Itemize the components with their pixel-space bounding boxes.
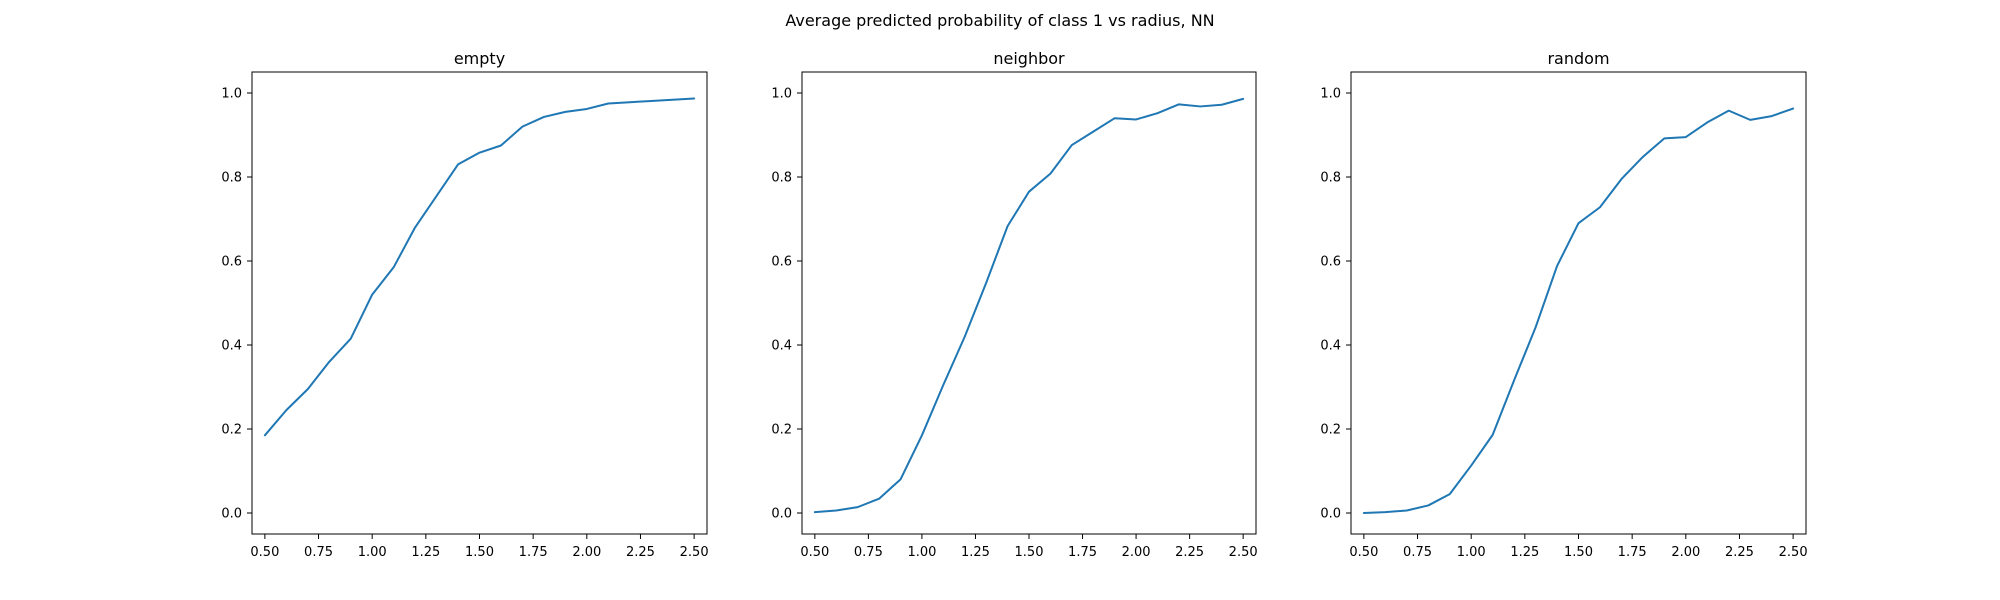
subplot-title: neighbor <box>993 49 1065 68</box>
x-tick-label: 1.25 <box>1510 545 1539 560</box>
y-tick-label: 0.4 <box>221 339 242 354</box>
x-tick-label: 0.75 <box>304 545 333 560</box>
x-tick-label: 0.50 <box>1349 545 1378 560</box>
y-tick-label: 0.2 <box>221 423 242 438</box>
y-tick-label: 0.6 <box>221 255 242 270</box>
x-tick-label: 1.75 <box>519 545 548 560</box>
x-tick-label: 0.50 <box>250 545 279 560</box>
y-tick-label: 0.4 <box>1320 339 1341 354</box>
figure-title: Average predicted probability of class 1… <box>785 11 1214 30</box>
x-tick-label: 2.25 <box>626 545 655 560</box>
x-tick-label: 2.00 <box>1122 545 1151 560</box>
x-tick-label: 1.50 <box>1015 545 1044 560</box>
y-tick-label: 0.6 <box>1320 255 1341 270</box>
x-tick-label: 1.75 <box>1618 545 1647 560</box>
y-tick-label: 0.4 <box>771 339 792 354</box>
series-line <box>263 97 696 437</box>
x-tick-label: 0.75 <box>1403 545 1432 560</box>
x-tick-label: 1.00 <box>907 545 936 560</box>
x-tick-label: 1.00 <box>358 545 387 560</box>
subplot-neighbor: neighbor 0.50 0.75 1.00 1.25 1.50 1.75 2.00 2.2… <box>771 49 1257 560</box>
x-tick-label: 1.50 <box>1564 545 1593 560</box>
y-tick-label: 1.0 <box>1320 87 1341 102</box>
subplot-empty: empty 0.50 0.75 1.00 1.25 1.50 1.75 2.00 2.25 2.… <box>221 49 708 560</box>
x-tick-label: 2.50 <box>680 545 709 560</box>
x-tick-label: 1.25 <box>961 545 990 560</box>
y-tick-label: 0.8 <box>1320 171 1341 186</box>
y-tick-label: 0.8 <box>221 171 242 186</box>
series-line <box>813 97 1245 514</box>
x-tick-label: 2.25 <box>1725 545 1754 560</box>
x-tick-label: 0.50 <box>800 545 829 560</box>
x-tick-label: 1.25 <box>411 545 440 560</box>
x-tick-label: 1.75 <box>1068 545 1097 560</box>
y-tick-label: 0.6 <box>771 255 792 270</box>
x-tick-label: 1.00 <box>1457 545 1486 560</box>
x-tick-label: 1.50 <box>465 545 494 560</box>
y-tick-label: 1.0 <box>771 87 792 102</box>
subplot-title: empty <box>454 49 505 68</box>
x-tick-label: 2.50 <box>1779 545 1808 560</box>
y-tick-label: 0.0 <box>221 507 242 522</box>
y-tick-label: 0.8 <box>771 171 792 186</box>
x-tick-label: 2.00 <box>572 545 601 560</box>
y-tick-label: 0.0 <box>771 507 792 522</box>
subplot-title: random <box>1547 49 1609 68</box>
x-tick-label: 0.75 <box>854 545 883 560</box>
y-tick-label: 0.0 <box>1320 507 1341 522</box>
y-tick-label: 0.2 <box>1320 423 1341 438</box>
x-tick-label: 2.00 <box>1671 545 1700 560</box>
subplot-random: random 0.50 0.75 1.00 1.25 1.50 1.75 2.00 2.25 2… <box>1320 49 1807 560</box>
x-tick-label: 2.25 <box>1175 545 1204 560</box>
y-tick-label: 1.0 <box>221 87 242 102</box>
x-tick-label: 2.50 <box>1229 545 1258 560</box>
y-tick-label: 0.2 <box>771 423 792 438</box>
series-line <box>1362 107 1795 514</box>
